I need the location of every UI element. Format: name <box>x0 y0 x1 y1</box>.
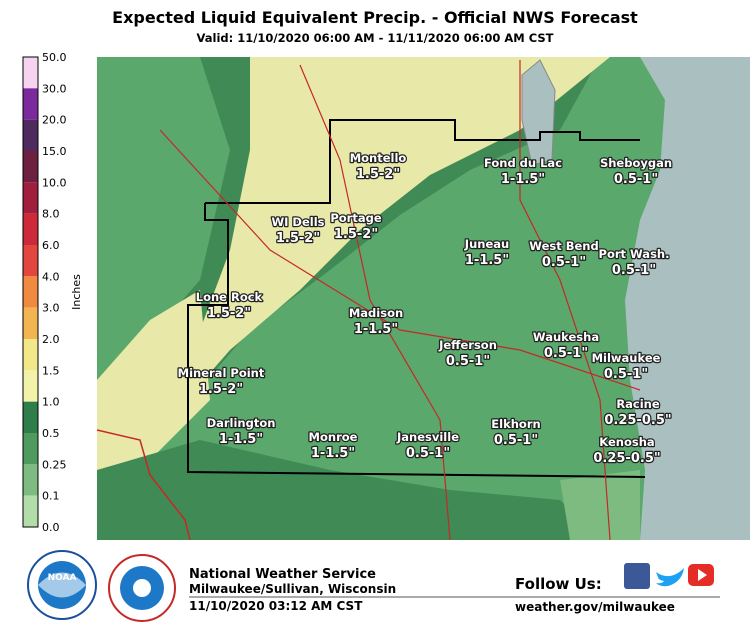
place-amount: 0.5-1" <box>446 354 490 369</box>
place-name: Waukesha <box>533 330 599 344</box>
legend-swatch <box>23 276 38 308</box>
place-amount: 1-1.5" <box>311 446 355 461</box>
place-name: Sheboygan <box>600 156 672 170</box>
place-amount: 1-1.5" <box>465 253 509 268</box>
place-name: Darlington <box>207 416 276 430</box>
place-name: Milwaukee <box>592 351 661 365</box>
twitter-icon[interactable] <box>656 568 684 587</box>
place-name: WI Dells <box>271 215 324 229</box>
legend-swatch <box>23 213 38 245</box>
legend-tick-label: 1.0 <box>42 396 60 409</box>
place-amount: 0.25-0.5" <box>604 413 671 428</box>
legend-swatch <box>23 151 38 183</box>
place-amount: 0.5-1" <box>544 346 588 361</box>
legend: Inches 50.0 30.0 20.0 15.0 10.0 8.0 6.0 4.0 3.0 2… <box>22 51 83 534</box>
legend-swatch <box>23 57 38 89</box>
place-name: Racine <box>616 397 660 411</box>
website[interactable]: weather.gov/milwaukee <box>515 600 675 614</box>
place-name: Elkhorn <box>491 417 540 431</box>
follow-us: Follow Us: <box>515 575 602 593</box>
noaa-logo: NOAA <box>48 573 77 583</box>
legend-tick-label: 6.0 <box>42 239 60 252</box>
legend-label: Inches <box>70 274 83 310</box>
office: National Weather Service <box>189 567 376 582</box>
legend-swatch <box>23 245 38 277</box>
place-amount: 1-1.5" <box>219 432 263 447</box>
legend-tick-label: 15.0 <box>42 145 67 158</box>
legend-tick-label: 1.5 <box>42 364 60 377</box>
place-amount: 1.5-2" <box>334 227 378 242</box>
legend-tick-label: 3.0 <box>42 302 60 315</box>
place-name: Fond du Lac <box>484 156 562 170</box>
place-amount: 1.5-2" <box>356 167 400 182</box>
place-name: Madison <box>349 306 403 320</box>
place-amount: 0.5-1" <box>612 263 656 278</box>
legend-tick-label: 50.0 <box>42 51 67 64</box>
place-amount: 0.25-0.5" <box>593 451 660 466</box>
place-name: Janesville <box>396 430 459 444</box>
place-amount: 0.5-1" <box>542 255 586 270</box>
legend-swatch <box>23 370 38 402</box>
place-name: Montello <box>350 151 407 165</box>
legend-tick-label: 30.0 <box>42 82 67 95</box>
legend-swatch <box>23 119 38 151</box>
place-name: Monroe <box>309 430 358 444</box>
place-amount: 0.5-1" <box>604 367 648 382</box>
place-name: Lone Rock <box>196 290 263 304</box>
place-amount: 1.5-2" <box>207 306 251 321</box>
place-name: Kenosha <box>599 435 654 449</box>
legend-tick-label: 0.0 <box>42 521 60 534</box>
subtitle: Valid: 11/10/2020 06:00 AM - 11/11/2020 … <box>196 31 553 45</box>
place-name: Juneau <box>464 237 509 251</box>
place-amount: 1.5-2" <box>276 231 320 246</box>
place-amount: 0.5-1" <box>406 446 450 461</box>
place-name: Jefferson <box>438 338 497 352</box>
place-amount: 0.5-1" <box>614 172 658 187</box>
legend-swatch <box>23 307 38 339</box>
legend-swatch <box>23 464 38 496</box>
legend-swatch <box>23 182 38 214</box>
legend-swatch <box>23 88 38 120</box>
title: Expected Liquid Equivalent Precip. - Off… <box>112 8 638 27</box>
place-amount: 0.5-1" <box>494 433 538 448</box>
place-name: Port Wash. <box>599 247 670 261</box>
legend-tick-label: 0.1 <box>42 490 60 503</box>
issued: 11/10/2020 03:12 AM CST <box>189 599 363 613</box>
legend-tick-label: 8.0 <box>42 208 60 221</box>
place-name: Mineral Point <box>178 366 265 380</box>
legend-tick-label: 2.0 <box>42 333 60 346</box>
legend-tick-label: 10.0 <box>42 176 67 189</box>
location: Milwaukee/Sullivan, Wisconsin <box>189 582 396 596</box>
legend-tick-label: 0.5 <box>42 427 60 440</box>
legend-swatch <box>23 495 38 527</box>
legend-swatch <box>23 401 38 433</box>
places: Montello 1.5-2" Fond du Lac 1-1.5" Sheboygan… <box>176 150 673 468</box>
legend-tick-label: 4.0 <box>42 270 60 283</box>
place-amount: 1.5-2" <box>199 382 243 397</box>
legend-swatch <box>23 339 38 371</box>
legend-frame <box>22 56 39 528</box>
legend-tick-label: 0.25 <box>42 458 67 471</box>
legend-swatch <box>23 433 38 465</box>
place-amount: 1-1.5" <box>354 322 398 337</box>
place-name: West Bend <box>529 239 598 253</box>
place-name: Portage <box>330 211 381 225</box>
legend-tick-label: 20.0 <box>42 114 67 127</box>
footer: NOAA National Weather Service Milwaukee/… <box>27 550 720 622</box>
place-amount: 1-1.5" <box>501 172 545 187</box>
facebook-icon[interactable] <box>624 563 650 589</box>
map <box>96 57 750 541</box>
